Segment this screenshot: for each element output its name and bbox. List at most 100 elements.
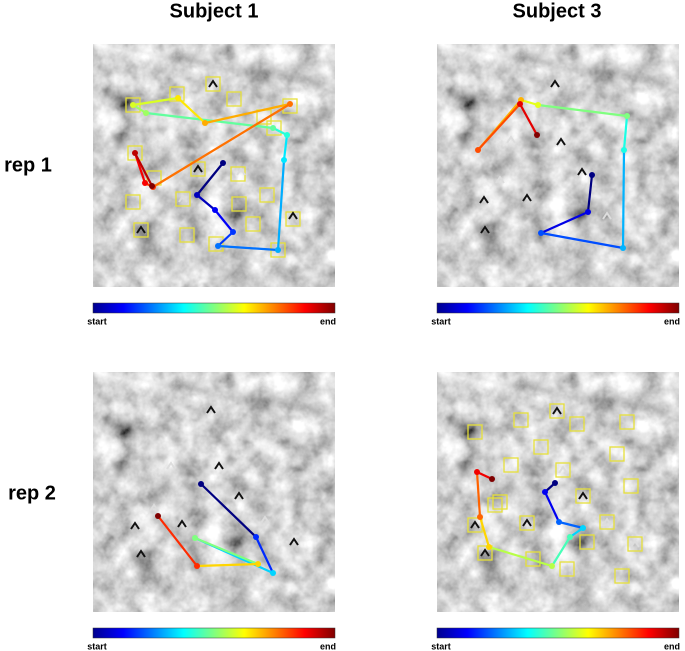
column-title: Subject 1 [170, 0, 259, 22]
scanpath-segment [477, 103, 521, 151]
fixation [284, 132, 290, 138]
scanpath-segment [214, 209, 234, 233]
scanpath-segment [217, 244, 279, 252]
fixation [477, 514, 483, 520]
scanpath-segment [200, 483, 257, 538]
fixation [556, 519, 562, 525]
scanpath-segment [622, 115, 629, 151]
target-box [231, 196, 247, 212]
target-box [125, 194, 141, 210]
caret [578, 491, 588, 500]
caret [130, 521, 140, 530]
fixation [580, 525, 586, 531]
scanpath-segment [157, 515, 198, 567]
scanpath-segment [544, 491, 560, 523]
caret [234, 491, 244, 500]
caret [149, 503, 159, 512]
caret [178, 194, 188, 203]
target-box [169, 86, 185, 102]
target-box [599, 514, 615, 530]
target-box [533, 439, 549, 455]
target-box [609, 446, 625, 462]
scanpath-segment [152, 103, 291, 188]
target-box [487, 497, 503, 513]
fixation [486, 544, 492, 550]
colorbar-end: end [320, 316, 336, 326]
fixation [198, 481, 204, 487]
scanpath-segment [194, 536, 259, 566]
fixation [149, 183, 155, 189]
fixation [130, 102, 136, 108]
caret [260, 515, 270, 524]
scanpath-segment [204, 102, 291, 125]
scanpath-segment [488, 545, 553, 568]
target-box [503, 457, 519, 473]
fixation [620, 245, 626, 251]
caret [479, 195, 489, 204]
target-box [259, 187, 275, 203]
caret [136, 225, 146, 234]
scanpath-segment [475, 471, 482, 518]
target-box [477, 545, 493, 561]
column-title: Subject 3 [513, 0, 602, 22]
target-box [579, 534, 595, 550]
scanpath-segment [196, 562, 259, 568]
colorbar-end: end [320, 641, 336, 651]
target-box [175, 191, 191, 207]
fixation [192, 535, 198, 541]
caret [602, 517, 612, 526]
caret [289, 537, 299, 546]
fixation [255, 561, 261, 567]
row-title: rep 2 [8, 482, 56, 504]
scanpath-segment [177, 97, 206, 124]
caret [136, 549, 146, 558]
scanpath-segment [621, 149, 626, 249]
colorbar-start: start [431, 641, 451, 651]
colorbar-start: start [87, 641, 107, 651]
scanpath-segment [478, 516, 491, 548]
fixation [132, 150, 138, 156]
texture [437, 44, 679, 287]
caret [193, 164, 203, 173]
scanpath-segment [519, 103, 538, 136]
fixation [270, 570, 276, 576]
panel [93, 44, 335, 287]
fixation [552, 480, 558, 486]
target-box [226, 91, 242, 107]
fixation [589, 172, 595, 178]
fixation [535, 102, 541, 108]
colorbar-end: end [664, 316, 680, 326]
panel [437, 372, 679, 612]
target-box [190, 161, 206, 177]
scanpath-segment [276, 159, 286, 251]
scanpath-segment [282, 134, 289, 161]
fixation [215, 243, 221, 249]
fixation [542, 489, 548, 495]
colorbar [436, 627, 680, 639]
caret [480, 225, 490, 234]
scanpath-segment [132, 96, 179, 107]
caret [506, 135, 516, 144]
caret [556, 137, 566, 146]
fixation [534, 132, 540, 138]
caret [630, 539, 640, 548]
fixation [212, 207, 218, 213]
scanpath-segment [196, 162, 224, 196]
caret [550, 79, 560, 88]
colorbar [436, 302, 680, 314]
target-box [549, 403, 565, 419]
caret [552, 406, 562, 415]
colorbar-start: start [87, 316, 107, 326]
fixation [287, 101, 293, 107]
target-box [619, 414, 635, 430]
colorbar [92, 627, 336, 639]
caret [495, 175, 505, 184]
row-title: rep 1 [4, 154, 52, 176]
fixation [220, 160, 226, 166]
colorbar-end: end [664, 641, 680, 651]
caret [236, 167, 246, 176]
scanpath-segment [134, 152, 153, 187]
colorbar-start: start [431, 316, 451, 326]
scanpath-segment [540, 210, 589, 235]
fixation [475, 147, 481, 153]
